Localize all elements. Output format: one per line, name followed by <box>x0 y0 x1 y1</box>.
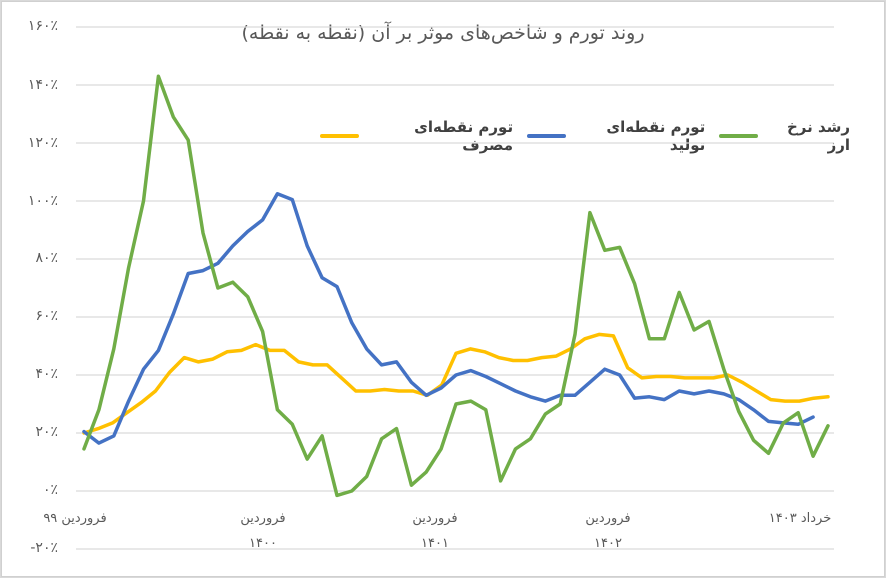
x-label-year-1401: ۱۴۰۱ <box>421 536 449 551</box>
y-tick: ۲۰٪ <box>35 424 58 440</box>
y-tick: ۴۰٪ <box>35 366 58 382</box>
legend-item-ppi: تورم نقطه‌ای تولید <box>527 118 705 154</box>
y-tick: ۶۰٪ <box>35 308 58 324</box>
x-label-khordad-1403: خرداد ۱۴۰۳ <box>768 511 832 526</box>
y-tick: ۱۴۰٪ <box>27 77 58 93</box>
y-tick: -۲۰٪ <box>30 540 58 556</box>
legend: رشد نرخ ارز تورم نقطه‌ای تولید تورم نقطه… <box>319 118 850 154</box>
legend-label-ppi: تورم نقطه‌ای تولید <box>606 118 706 154</box>
legend-swatch-blue-icon <box>527 134 566 138</box>
x-label-farvardin-99: فروردین ۹۹ <box>43 511 107 526</box>
x-label-farvardin-1402: فروردین <box>585 511 631 526</box>
legend-label-exchange-rate: رشد نرخ ارز <box>786 118 850 154</box>
y-tick: ۱۰۰٪ <box>27 193 58 209</box>
legend-swatch-yellow-icon <box>319 134 359 138</box>
legend-label-cpi: تورم نقطه‌ای مصرف <box>414 118 514 154</box>
legend-item-cpi: تورم نقطه‌ای مصرف <box>319 118 514 154</box>
legend-item-exchange-rate: رشد نرخ ارز <box>719 118 850 154</box>
x-label-year-1402: ۱۴۰۲ <box>594 536 622 551</box>
legend-swatch-green-icon <box>719 134 759 138</box>
series-line <box>82 192 815 445</box>
series-line <box>82 74 830 498</box>
y-tick: ۸۰٪ <box>35 250 58 266</box>
x-label-farvardin-1401: فروردین <box>412 511 458 526</box>
series-line <box>82 332 830 435</box>
x-label-year-1400: ۱۴۰۰ <box>249 536 277 551</box>
x-label-farvardin-1400: فروردین <box>240 511 286 526</box>
y-tick: ۱۲۰٪ <box>27 135 58 151</box>
y-tick: ۰٪ <box>42 482 58 498</box>
y-tick: ۱۶۰٪ <box>27 18 58 34</box>
